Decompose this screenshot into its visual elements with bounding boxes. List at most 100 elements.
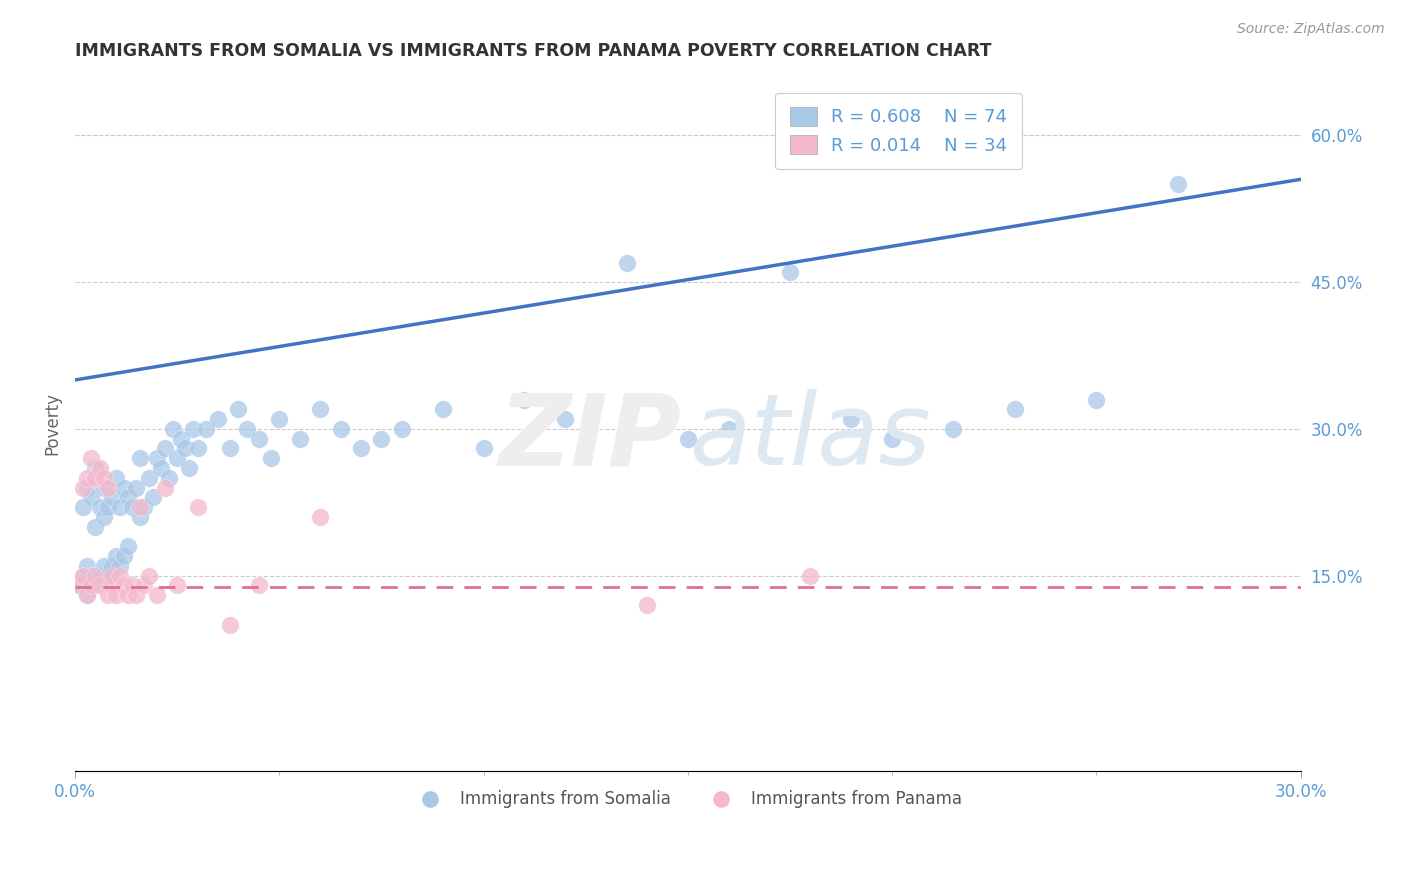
Point [97,500,120,515]
Point [799,568,821,582]
Point [117,539,139,553]
Point [129,500,152,515]
Point [145,588,167,602]
Point [183,422,205,436]
Point [129,510,152,524]
Point [839,412,862,426]
Point [142,491,165,505]
Point [138,471,160,485]
Point [247,432,270,446]
Point [108,500,131,515]
Point [80,451,103,466]
Point [89,461,111,475]
Point [84,471,107,485]
Point [112,549,135,563]
Point [513,392,536,407]
Point [134,500,156,515]
Point [157,471,180,485]
Point [235,422,257,436]
Point [84,568,107,582]
Point [108,558,131,573]
Point [108,568,131,582]
Text: ZIP: ZIP [498,390,682,486]
Point [228,402,250,417]
Point [1004,402,1026,417]
Point [104,588,127,602]
Point [309,402,332,417]
Point [76,588,98,602]
Text: atlas: atlas [689,390,931,486]
Point [138,568,160,582]
Point [166,578,188,592]
Point [121,578,143,592]
Point [76,588,98,602]
Point [166,451,188,466]
Point [84,461,107,475]
Point [84,520,107,534]
Point [104,471,127,485]
Point [309,510,332,524]
Point [350,442,373,456]
Point [117,491,139,505]
Point [187,500,209,515]
Point [89,568,111,582]
Point [97,481,120,495]
Point [117,588,139,602]
Point [179,461,201,475]
Point [76,471,98,485]
Point [84,578,107,592]
Text: IMMIGRANTS FROM SOMALIA VS IMMIGRANTS FROM PANAMA POVERTY CORRELATION CHART: IMMIGRANTS FROM SOMALIA VS IMMIGRANTS FR… [75,42,991,60]
Point [207,412,229,426]
Point [472,442,495,456]
Point [93,558,115,573]
Point [125,481,148,495]
Point [616,255,638,269]
Point [67,578,90,592]
Point [101,578,124,592]
Point [93,481,115,495]
Point [219,442,242,456]
Point [219,617,242,632]
Point [1085,392,1108,407]
Point [187,442,209,456]
Legend: Immigrants from Somalia, Immigrants from Panama: Immigrants from Somalia, Immigrants from… [406,784,969,815]
Point [391,422,413,436]
Text: Source: ZipAtlas.com: Source: ZipAtlas.com [1237,22,1385,37]
Point [125,588,148,602]
Point [101,491,124,505]
Y-axis label: Poverty: Poverty [44,392,60,456]
Point [80,578,103,592]
Point [170,432,193,446]
Point [247,578,270,592]
Point [89,578,111,592]
Point [1167,178,1189,192]
Point [636,598,658,612]
Point [112,481,135,495]
Point [370,432,392,446]
Point [432,402,454,417]
Point [942,422,965,436]
Point [779,265,801,279]
Point [145,451,167,466]
Point [676,432,699,446]
Point [93,471,115,485]
Point [260,451,283,466]
Point [329,422,352,436]
Point [97,588,120,602]
Point [121,500,143,515]
Point [554,412,576,426]
Point [72,568,94,582]
Point [717,422,740,436]
Point [104,549,127,563]
Point [194,422,217,436]
Point [72,481,94,495]
Point [93,510,115,524]
Point [72,568,94,582]
Point [882,432,904,446]
Point [89,500,111,515]
Point [80,568,103,582]
Point [174,442,197,456]
Point [269,412,291,426]
Point [72,500,94,515]
Point [67,578,90,592]
